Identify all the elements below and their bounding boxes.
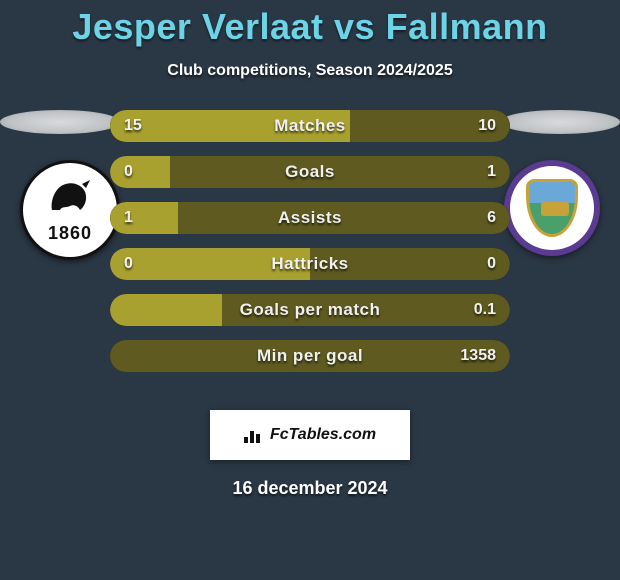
stat-bars: 1510Matches 01Goals 16Assists 00Hattricks 0.… bbox=[110, 110, 510, 386]
stat-row: 1510Matches bbox=[110, 110, 510, 142]
stat-label: Hattricks bbox=[110, 248, 510, 280]
stat-row: 00Hattricks bbox=[110, 248, 510, 280]
club-badge-left: 1860 bbox=[20, 160, 120, 260]
platform-right bbox=[500, 110, 620, 134]
stat-label: Matches bbox=[110, 110, 510, 142]
date-text: 16 december 2024 bbox=[0, 478, 620, 499]
watermark: FcTables.com bbox=[210, 410, 410, 460]
club-badge-right bbox=[504, 160, 600, 256]
shield-icon bbox=[526, 179, 578, 237]
stat-row: 0.1Goals per match bbox=[110, 294, 510, 326]
bar-chart-icon bbox=[244, 427, 264, 443]
page-title: Jesper Verlaat vs Fallmann bbox=[0, 0, 620, 48]
stat-row: 1358Min per goal bbox=[110, 340, 510, 372]
watermark-text: FcTables.com bbox=[270, 426, 376, 444]
stat-label: Goals per match bbox=[110, 294, 510, 326]
lion-icon bbox=[46, 176, 94, 216]
platform-left bbox=[0, 110, 120, 134]
stat-row: 16Assists bbox=[110, 202, 510, 234]
stat-label: Assists bbox=[110, 202, 510, 234]
stat-row: 01Goals bbox=[110, 156, 510, 188]
subtitle: Club competitions, Season 2024/2025 bbox=[0, 62, 620, 80]
stat-label: Goals bbox=[110, 156, 510, 188]
badge-year: 1860 bbox=[46, 223, 94, 244]
stat-label: Min per goal bbox=[110, 340, 510, 372]
comparison-stage: 1860 1510Matches 01Goals 16Assists 00Hattri… bbox=[0, 110, 620, 390]
